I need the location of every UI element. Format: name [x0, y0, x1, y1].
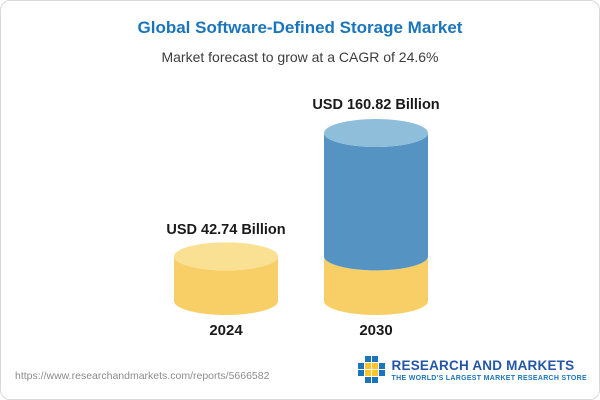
value-label-2030: USD 160.82 Billion	[312, 97, 440, 113]
research-and-markets-logo: RESEARCH AND MARKETS THE WORLD'S LARGEST…	[357, 356, 587, 383]
report-url: https://www.researchandmarkets.com/repor…	[15, 370, 270, 382]
logo-tagline: THE WORLD'S LARGEST MARKET RESEARCH STOR…	[391, 374, 587, 382]
logo-name: RESEARCH AND MARKETS	[391, 357, 575, 373]
research-and-markets-logo-icon	[357, 356, 385, 383]
page-title: Global Software-Defined Storage Market	[137, 18, 463, 37]
value-label-2024: USD 42.74 Billion	[166, 222, 286, 238]
logo-text-block: RESEARCH AND MARKETS THE WORLD'S LARGEST…	[392, 358, 587, 382]
category-label-2024: 2024	[209, 322, 243, 339]
category-label-2030: 2030	[359, 322, 393, 339]
page-subtitle: Market forecast to grow at a CAGR of 24.…	[161, 49, 439, 65]
